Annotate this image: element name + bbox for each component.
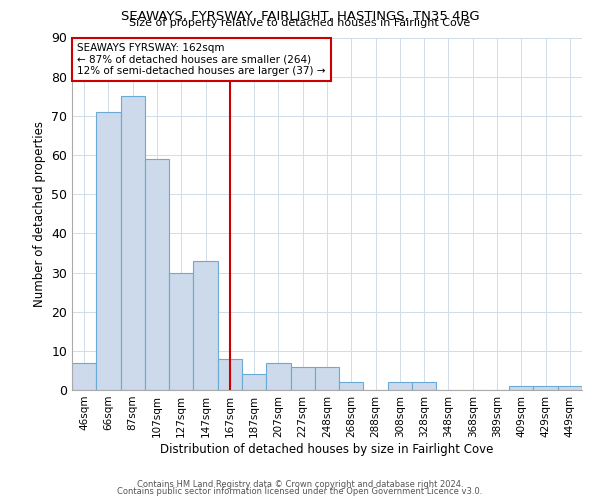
Bar [558,386,582,390]
Bar [218,358,242,390]
Text: Contains HM Land Registry data © Crown copyright and database right 2024.: Contains HM Land Registry data © Crown c… [137,480,463,489]
Bar [509,386,533,390]
Bar [339,382,364,390]
Bar [96,112,121,390]
Bar [533,386,558,390]
X-axis label: Distribution of detached houses by size in Fairlight Cove: Distribution of detached houses by size … [160,442,494,456]
Text: Contains public sector information licensed under the Open Government Licence v3: Contains public sector information licen… [118,487,482,496]
Bar [193,261,218,390]
Bar [266,362,290,390]
Bar [121,96,145,390]
Bar [290,366,315,390]
Text: SEAWAYS FYRSWAY: 162sqm
← 87% of detached houses are smaller (264)
12% of semi-d: SEAWAYS FYRSWAY: 162sqm ← 87% of detache… [77,43,326,76]
Bar [169,272,193,390]
Text: Size of property relative to detached houses in Fairlight Cove: Size of property relative to detached ho… [130,18,470,28]
Y-axis label: Number of detached properties: Number of detached properties [32,120,46,306]
Bar [412,382,436,390]
Text: SEAWAYS, FYRSWAY, FAIRLIGHT, HASTINGS, TN35 4BG: SEAWAYS, FYRSWAY, FAIRLIGHT, HASTINGS, T… [121,10,479,23]
Bar [242,374,266,390]
Bar [388,382,412,390]
Bar [145,159,169,390]
Bar [72,362,96,390]
Bar [315,366,339,390]
